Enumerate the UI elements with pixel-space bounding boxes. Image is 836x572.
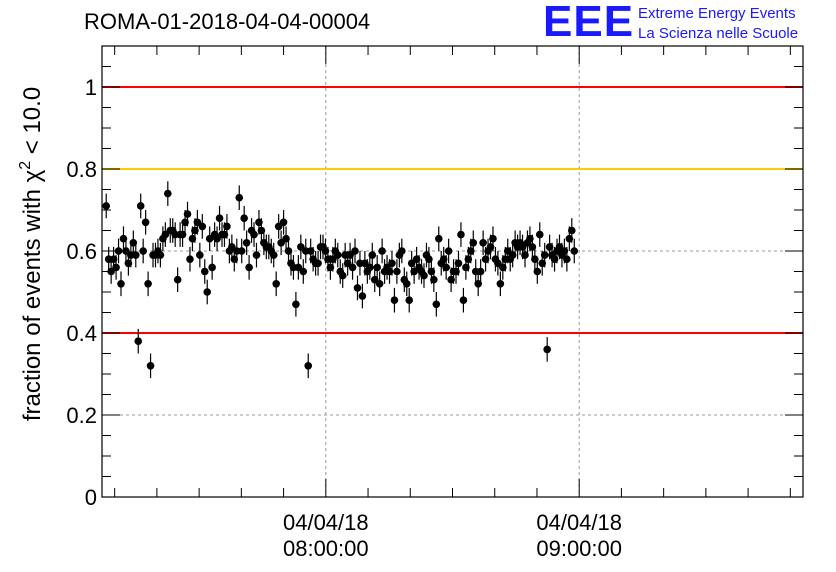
data-point [215, 214, 224, 222]
data-point [398, 247, 406, 255]
data-point [292, 300, 300, 309]
data-point [570, 247, 579, 255]
data-point [420, 271, 428, 280]
data-point [269, 251, 278, 259]
data-point [351, 247, 359, 255]
data-point [299, 267, 308, 276]
data-point [139, 247, 147, 255]
data-point [358, 292, 367, 300]
data-point [489, 234, 497, 243]
data-point [378, 247, 386, 255]
data-point [235, 193, 244, 202]
data-point [164, 189, 172, 198]
y-tick-label: 1 [85, 75, 97, 100]
axes-ticks [102, 45, 803, 498]
data-point [479, 239, 487, 247]
data-point [368, 251, 377, 259]
x-tick-time-label: 09:00:00 [536, 536, 622, 561]
data-point [183, 210, 192, 218]
x-tick-time-label: 08:00:00 [283, 536, 369, 561]
data-point [338, 271, 347, 280]
y-tick-label: 0.4 [66, 321, 97, 346]
data-point [208, 263, 216, 272]
data-point [198, 222, 207, 231]
data-point [102, 202, 111, 210]
data-point [314, 259, 322, 268]
data-point [223, 222, 231, 231]
data-point [136, 202, 145, 210]
data-point [237, 247, 246, 255]
data-point [156, 251, 165, 259]
data-point [444, 247, 453, 255]
data-point [405, 296, 414, 305]
logo-line-1: Extreme Energy Events [638, 5, 796, 22]
x-tick-date-label: 04/04/18 [536, 510, 622, 535]
data-point [393, 267, 401, 276]
data-point [200, 267, 209, 276]
data-point [388, 259, 396, 268]
data-point [196, 251, 204, 259]
data-point [543, 345, 551, 354]
data-point [442, 263, 450, 272]
x-tick-date-label: 04/04/18 [283, 510, 369, 535]
data-point [469, 239, 478, 247]
data-point [353, 284, 362, 292]
data-point [430, 275, 438, 284]
data-point [141, 218, 150, 227]
y-axis-label: fraction of events with χ2 < 10.0 [17, 87, 46, 421]
data-point [333, 251, 342, 259]
data-point [146, 362, 155, 370]
data-point [304, 362, 313, 370]
data-point [279, 218, 288, 227]
data-point [563, 255, 571, 263]
reference-lines [102, 86, 803, 334]
data-point [373, 263, 381, 272]
y-tick-label: 0 [85, 485, 97, 510]
data-point [459, 296, 468, 305]
data-point [533, 267, 542, 276]
data-point [535, 230, 544, 239]
data-point [272, 280, 280, 288]
eee-logo-letters: EEE [543, 0, 635, 46]
data-point [476, 267, 485, 276]
data-series [102, 181, 579, 379]
data-point [457, 230, 465, 239]
data-point [390, 296, 399, 305]
data-point [252, 251, 261, 259]
data-point [496, 280, 505, 288]
y-tick-label: 0.2 [66, 403, 97, 428]
data-point [454, 259, 463, 268]
data-point [402, 280, 411, 288]
data-point [250, 230, 258, 239]
data-point [245, 263, 253, 272]
data-point [434, 234, 443, 243]
y-tick-label: 0.8 [66, 157, 97, 182]
data-point [144, 280, 152, 288]
y-tick-label: 0.6 [66, 239, 97, 264]
data-point [173, 275, 182, 284]
chart-title: ROMA-01-2018-04-04-00004 [84, 9, 371, 34]
data-point [375, 280, 384, 288]
data-point [203, 288, 212, 296]
eee-logo: EEE Extreme Energy Events La Scienza nel… [543, 0, 833, 46]
data-point [131, 251, 140, 259]
data-point [112, 263, 120, 272]
data-point [242, 239, 251, 247]
data-point [240, 214, 248, 222]
data-point [134, 337, 143, 346]
data-point [432, 300, 441, 309]
tick-labels: 00.20.40.60.8104/04/1808:00:0004/04/1809… [66, 75, 622, 561]
data-point [540, 251, 549, 259]
data-point [567, 226, 576, 235]
data-point [348, 263, 357, 272]
logo-line-2: La Scienza nelle Scuole [638, 25, 799, 42]
data-point [186, 255, 194, 263]
data-point [117, 280, 125, 288]
